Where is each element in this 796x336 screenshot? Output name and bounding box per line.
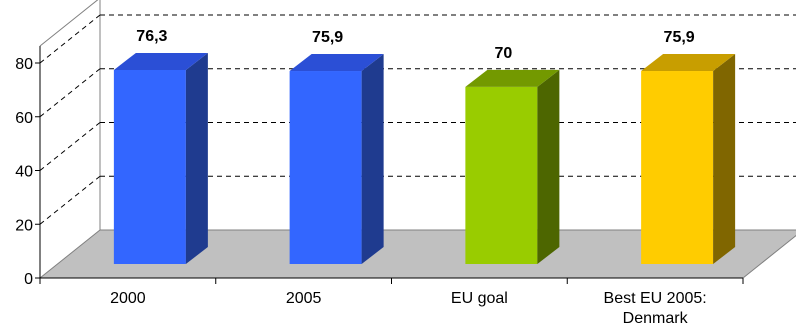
y-tick-label: 20	[15, 217, 33, 234]
bar	[289, 54, 384, 264]
bar-top	[113, 52, 208, 70]
chart-walls	[39, 0, 101, 230]
bar-front	[465, 86, 538, 264]
x-tick-label: 2005	[286, 290, 322, 307]
bar-top	[289, 54, 384, 72]
bar	[465, 69, 560, 264]
data-label: 75,9	[312, 29, 343, 46]
back-wall	[99, 0, 101, 230]
bars	[113, 52, 736, 264]
y-tick-label: 40	[15, 164, 33, 181]
bar	[113, 52, 208, 264]
bar-side	[185, 52, 208, 264]
bar-side	[713, 54, 736, 264]
bar-front	[113, 69, 186, 264]
gridline-side	[39, 175, 101, 225]
gridline-side	[39, 68, 101, 118]
y-tick-label: 60	[15, 110, 33, 127]
bar-top	[641, 54, 736, 72]
x-axis: 2000 2005 EU goal Best EU 2005: Denmark	[39, 277, 744, 327]
bar-side	[537, 69, 560, 264]
gridline-side	[39, 14, 101, 64]
data-label: 76,3	[136, 28, 167, 45]
gridline-side	[39, 122, 101, 171]
data-label: 70	[494, 45, 512, 62]
bar-top	[465, 69, 560, 87]
y-axis: 0 20 40 60 80	[15, 46, 41, 288]
x-tick-label: Best EU 2005: Denmark	[604, 290, 707, 327]
data-label: 75,9	[664, 29, 695, 46]
x-tick-label: 2000	[110, 290, 146, 307]
x-tick-label: EU goal	[451, 290, 508, 307]
bar-front	[641, 71, 714, 264]
side-wall-top-edge	[39, 0, 99, 47]
bar-front	[289, 71, 362, 264]
data-labels: 76,3 75,9 70 75,9	[136, 28, 694, 62]
bar	[641, 54, 736, 264]
bar-side	[361, 54, 384, 264]
y-tick-label: 0	[24, 271, 33, 288]
y-tick-label: 80	[15, 56, 33, 73]
